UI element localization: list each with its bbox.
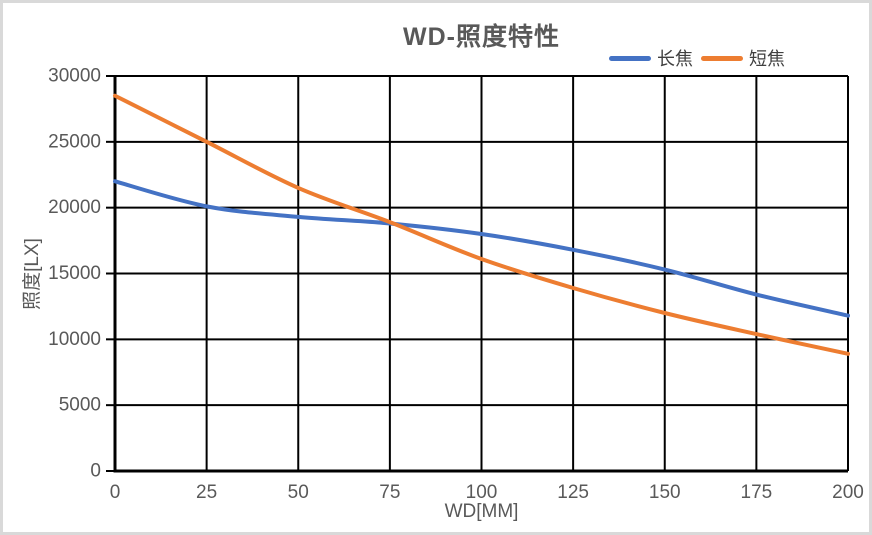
legend-swatch-line-icon: [701, 55, 743, 61]
y-tick-label: 15000: [48, 263, 101, 284]
legend-label: 长焦: [657, 49, 693, 69]
legend-item-series-0: 长焦: [609, 45, 693, 71]
legend-label: 短焦: [749, 49, 785, 69]
y-tick-label: 0: [90, 461, 101, 482]
x-tick-label: 150: [649, 482, 681, 503]
y-tick-label: 25000: [48, 131, 101, 152]
series-line-0: [113, 179, 850, 318]
legend: 长焦 短焦: [609, 45, 785, 71]
x-tick-label: 0: [110, 482, 121, 503]
x-tick-label: 100: [466, 482, 498, 503]
x-tick-label: 125: [557, 482, 589, 503]
y-tick-label: 30000: [48, 66, 101, 87]
y-tick-label: 10000: [48, 329, 101, 350]
legend-swatch-line-icon: [609, 55, 651, 61]
x-tick-label: 50: [288, 482, 309, 503]
plot-area: 0 5000 10000 15000 20000 25000 30000 0 25 50 75 100…: [48, 66, 864, 504]
y-tick-label: 20000: [48, 197, 101, 218]
x-tick-label: 200: [832, 482, 864, 503]
series-line-1: [113, 93, 850, 356]
x-tick-label: 75: [379, 482, 400, 503]
y-tick-label: 5000: [59, 395, 101, 416]
x-tick-label: 25: [196, 482, 217, 503]
y-axis-title: 照度[LX]: [22, 238, 43, 310]
legend-item-series-1: 短焦: [701, 45, 785, 71]
x-tick-label: 175: [741, 482, 773, 503]
x-axis-title: WD[MM]: [444, 501, 519, 522]
